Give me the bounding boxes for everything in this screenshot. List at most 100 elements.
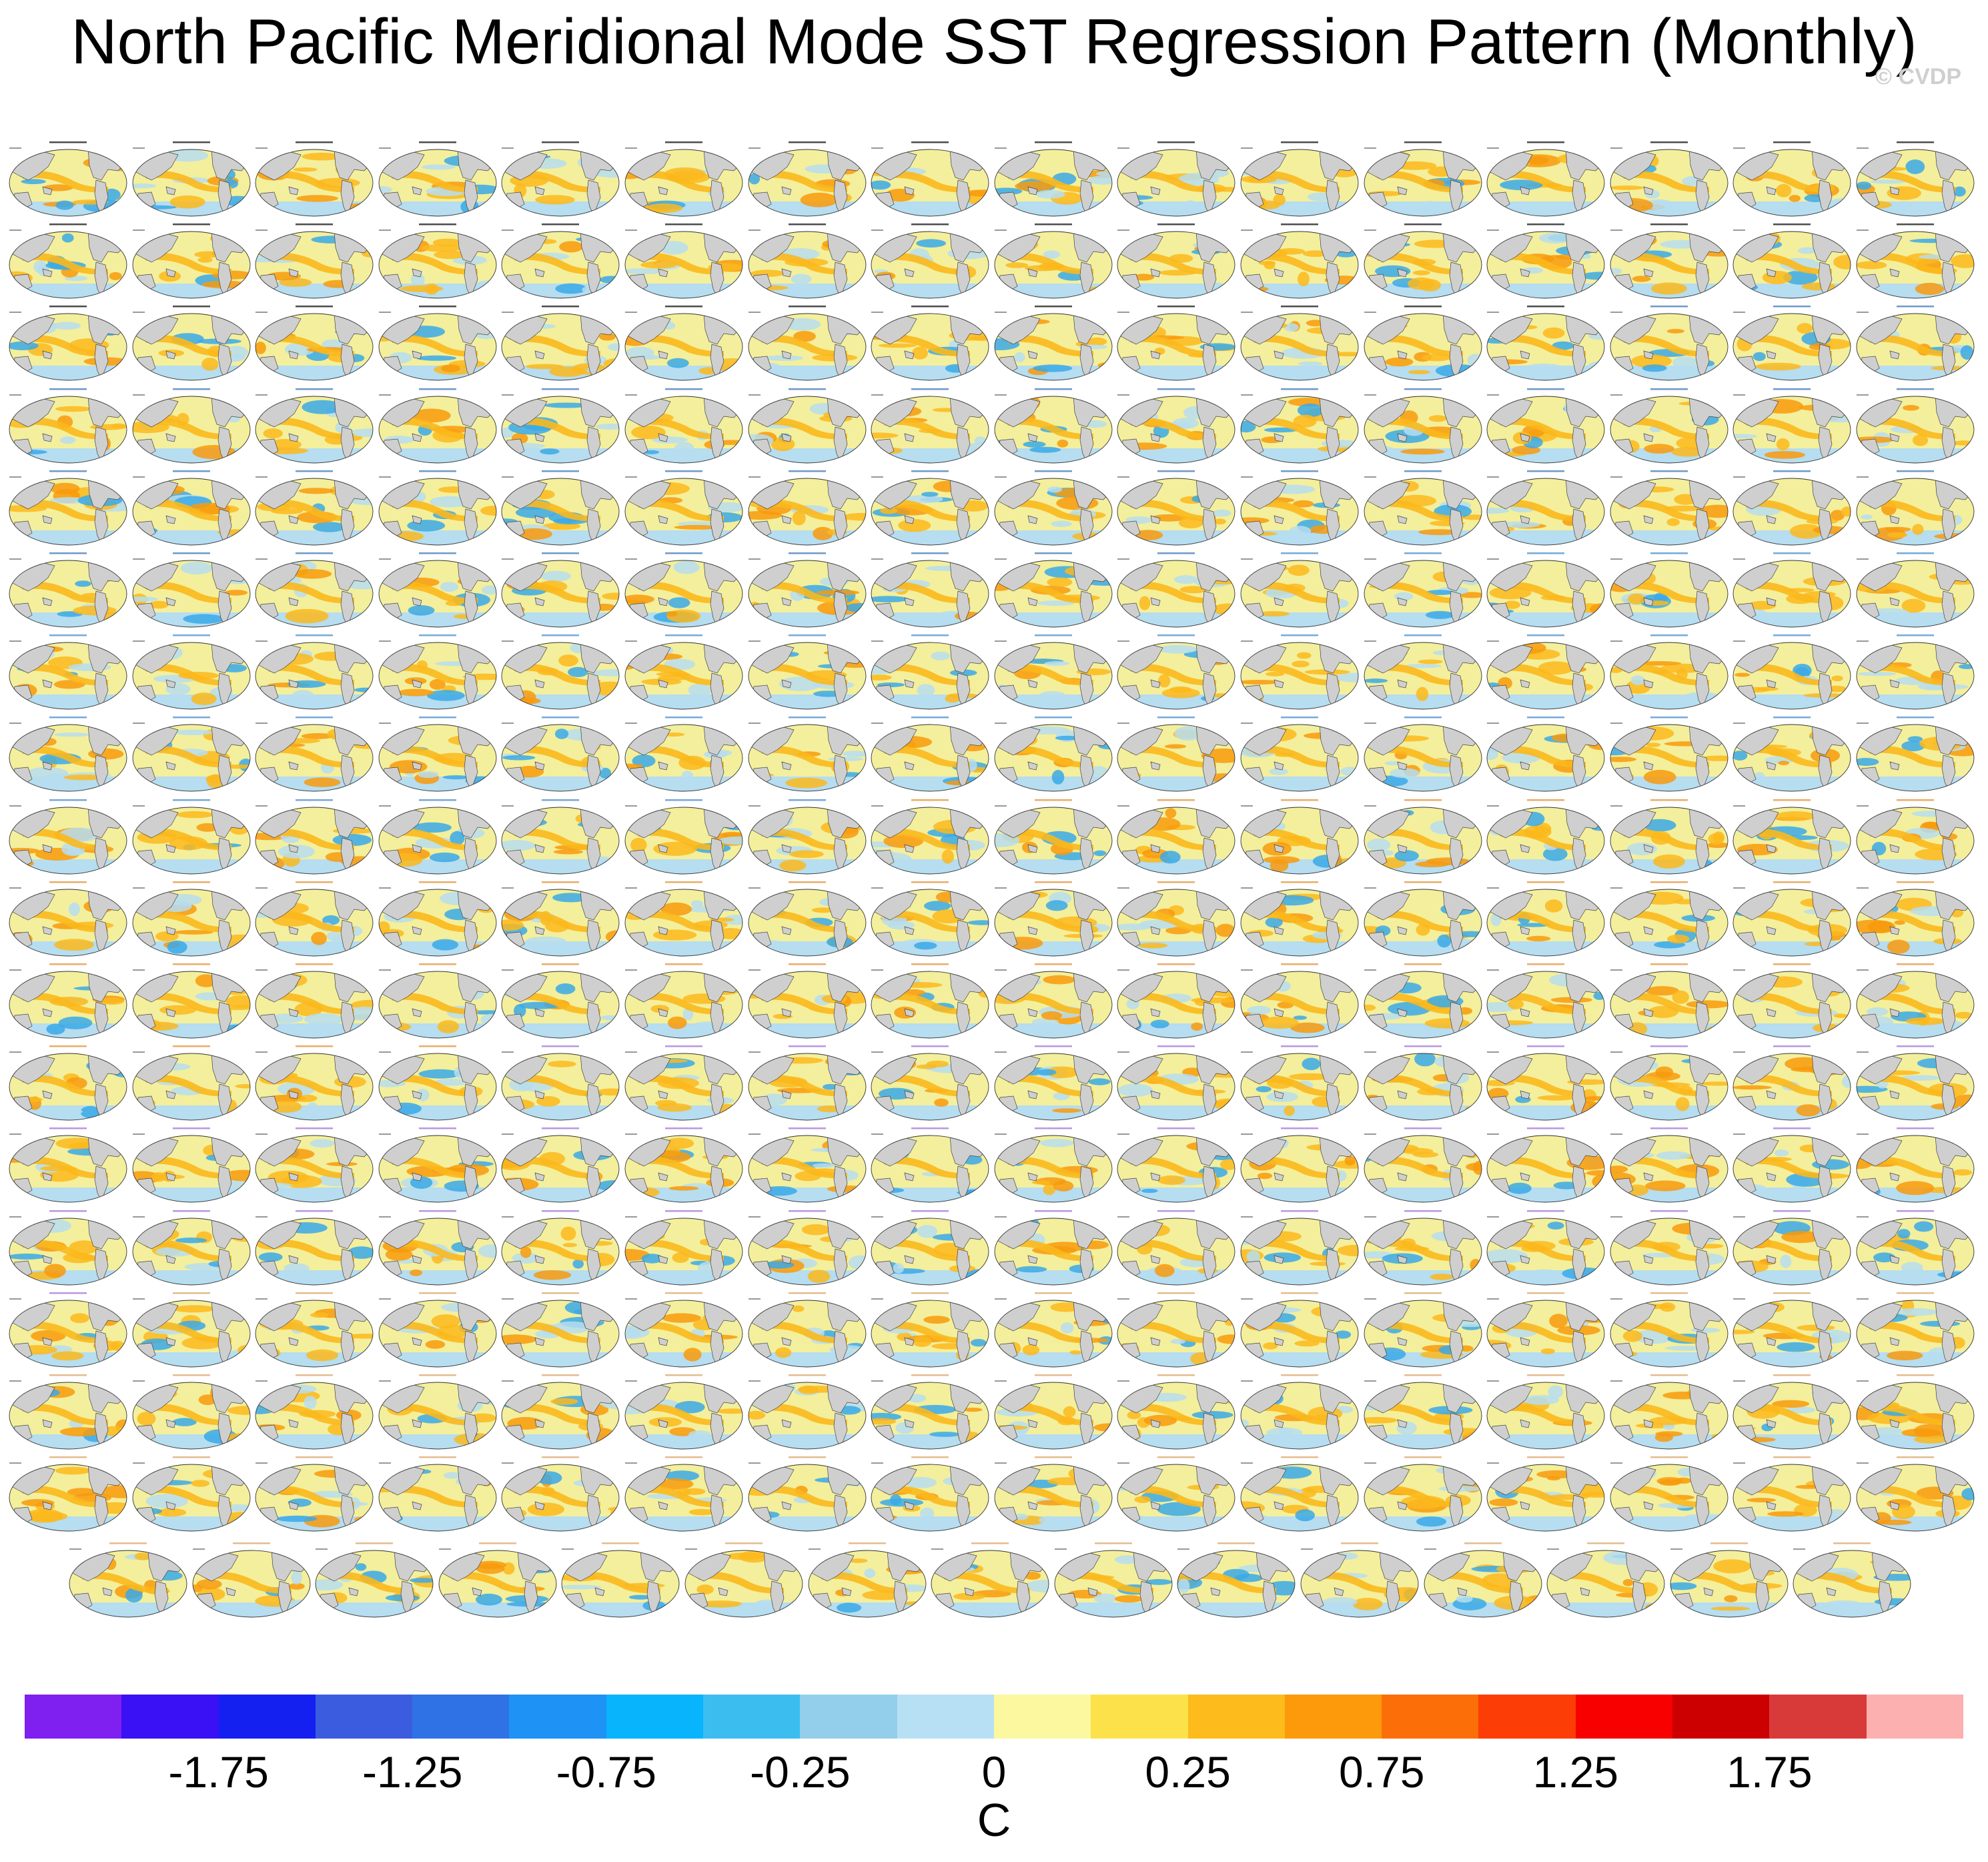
map-panel [1116, 880, 1236, 959]
map-panel [254, 798, 374, 877]
map-panel [624, 1044, 744, 1123]
map-panel [1855, 633, 1975, 712]
map-panel [747, 1209, 867, 1288]
map-panel [870, 798, 990, 877]
map-panel [870, 1209, 990, 1288]
colorbar-swatch [1091, 1695, 1188, 1739]
map-panel [1855, 962, 1975, 1041]
map-panel [624, 1373, 744, 1452]
map-panel [378, 962, 498, 1041]
map-panel [8, 140, 128, 219]
map-panel [131, 1291, 252, 1370]
map-panel [1116, 1291, 1236, 1370]
map-panel [747, 1126, 867, 1205]
map-panel [1732, 222, 1852, 301]
map-panel [1363, 140, 1483, 219]
map-panel [624, 222, 744, 301]
map-panel [747, 1373, 867, 1452]
colorbar-swatch [606, 1695, 704, 1739]
map-panel [131, 798, 252, 877]
colorbar-tick: -1.25 [362, 1747, 463, 1797]
colorbar-swatch [1478, 1695, 1576, 1739]
colorbar-swatch [1672, 1695, 1770, 1739]
colorbar-swatch [412, 1695, 510, 1739]
colorbar-swatch [800, 1695, 897, 1739]
map-panel [684, 1541, 804, 1620]
map-panel [624, 962, 744, 1041]
map-panel [1239, 387, 1360, 466]
map-panel [378, 1291, 498, 1370]
map-panel [870, 962, 990, 1041]
map-panel [500, 1209, 620, 1288]
map-panel [1486, 1126, 1606, 1205]
map-panel [1855, 1209, 1975, 1288]
map-panel [1732, 962, 1852, 1041]
map-panel [254, 880, 374, 959]
map-panel [8, 880, 128, 959]
map-panel [191, 1541, 312, 1620]
map-panel [1486, 962, 1606, 1041]
map-panel [870, 1291, 990, 1370]
map-panel [1239, 962, 1360, 1041]
map-panel [500, 304, 620, 383]
map-panel [8, 1373, 128, 1452]
map-panel [1239, 715, 1360, 794]
map-panel [993, 715, 1113, 794]
map-panel [1116, 551, 1236, 630]
map-panel [993, 1209, 1113, 1288]
map-panel [8, 304, 128, 383]
map-panel [624, 1209, 744, 1288]
map-panel [993, 1044, 1113, 1123]
map-panel [1855, 1044, 1975, 1123]
map-panel [1116, 1373, 1236, 1452]
map-panel [500, 469, 620, 548]
map-panel [1176, 1541, 1296, 1620]
map-panel [870, 1455, 990, 1534]
map-panel [1609, 222, 1729, 301]
map-panel [1116, 962, 1236, 1041]
map-panel [624, 798, 744, 877]
map-panel [1855, 1126, 1975, 1205]
map-panel [8, 222, 128, 301]
map-panel [1116, 1126, 1236, 1205]
map-panel [500, 715, 620, 794]
colorbar-swatch [1769, 1695, 1867, 1739]
map-panel [131, 1044, 252, 1123]
map-panel [378, 633, 498, 712]
map-panel [500, 1455, 620, 1534]
map-panel [378, 1209, 498, 1288]
map-panel [870, 1126, 990, 1205]
map-panel [254, 469, 374, 548]
map-panel [1363, 715, 1483, 794]
map-panel [1116, 387, 1236, 466]
map-panel [1732, 1126, 1852, 1205]
map-panel [1732, 880, 1852, 959]
map-panel [1363, 1291, 1483, 1370]
figure-title: North Pacific Meridional Mode SST Regres… [71, 6, 1917, 77]
map-panel [500, 1044, 620, 1123]
map-panel [1116, 715, 1236, 794]
colorbar-tick: 0 [981, 1747, 1007, 1797]
map-panel [1609, 1291, 1729, 1370]
map-panel [1732, 551, 1852, 630]
map-panel [1855, 1291, 1975, 1370]
map-panel [807, 1541, 927, 1620]
colorbar-swatch [509, 1695, 606, 1739]
map-panel [1363, 1209, 1483, 1288]
map-panel [1732, 469, 1852, 548]
map-panel [254, 1044, 374, 1123]
colorbar-swatch [1284, 1695, 1382, 1739]
colorbar-tick: -0.75 [556, 1747, 657, 1797]
map-panel [1669, 1541, 1789, 1620]
map-panel [747, 880, 867, 959]
map-panel [131, 715, 252, 794]
map-panel [254, 140, 374, 219]
map-panel [624, 551, 744, 630]
map-panel [1732, 1044, 1852, 1123]
map-panel [1609, 633, 1729, 712]
map-panel [254, 962, 374, 1041]
map-panel [254, 222, 374, 301]
map-panel [378, 1126, 498, 1205]
map-panel [747, 387, 867, 466]
map-panel [1486, 140, 1606, 219]
